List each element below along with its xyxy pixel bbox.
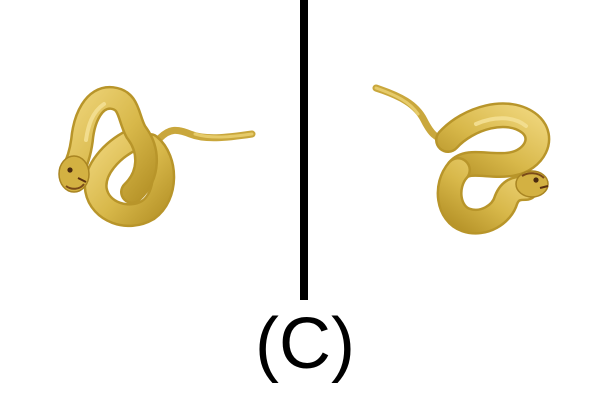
snake-icon <box>58 86 256 228</box>
figure-caption: (C) <box>255 304 355 384</box>
panel-divider <box>300 0 308 300</box>
right-panel <box>308 0 608 300</box>
snake-icon <box>372 84 551 235</box>
left-panel <box>0 0 300 300</box>
